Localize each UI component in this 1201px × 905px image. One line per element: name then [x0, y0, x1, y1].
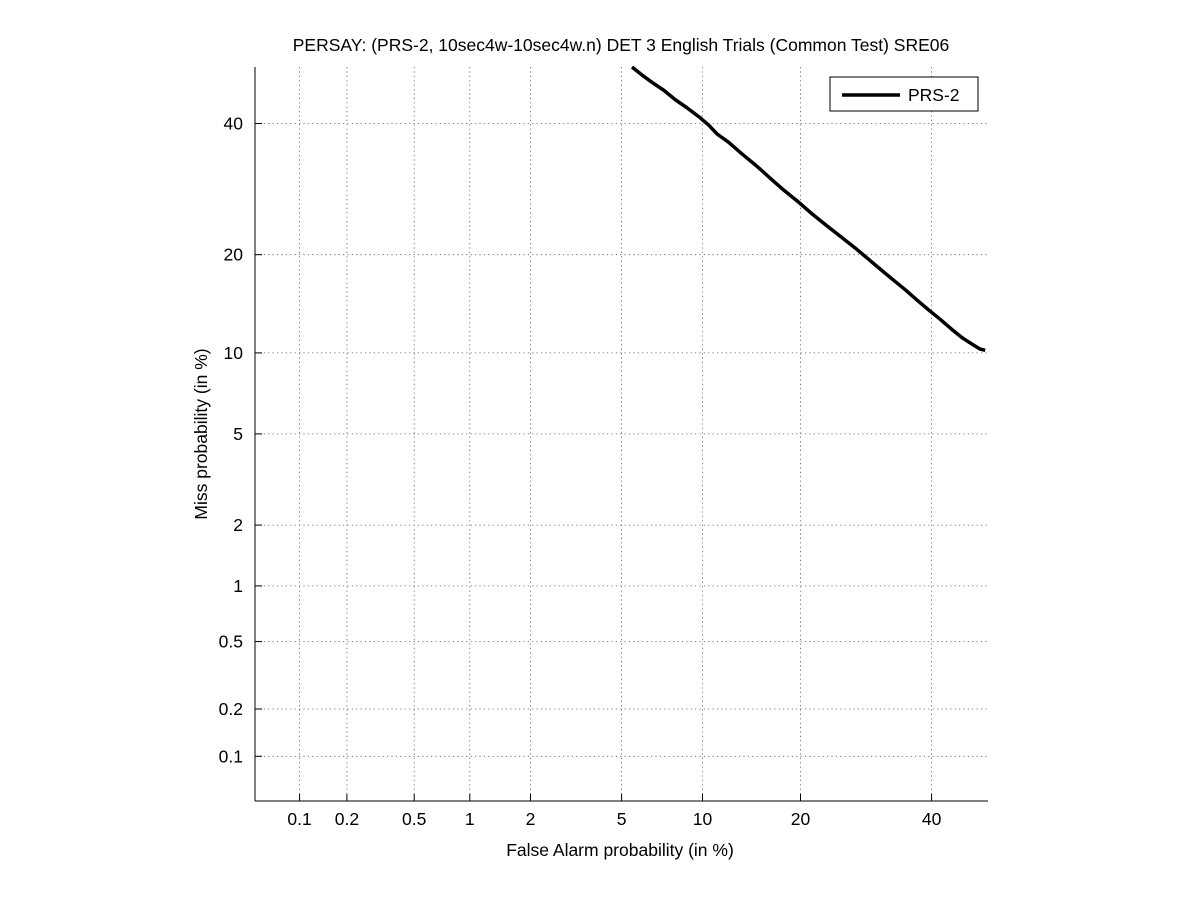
series-line-PRS-2: [630, 65, 986, 353]
x-tick-label: 10: [693, 809, 713, 829]
chart-title: PERSAY: (PRS-2, 10sec4w-10sec4w.n) DET 3…: [293, 35, 950, 55]
series-layer: [630, 65, 986, 353]
y-tick-label: 10: [224, 343, 244, 363]
x-axis-ticks: 0.1 0.2 0.5 1 2 5 10 20 40: [287, 794, 942, 829]
y-tick-label: 0.1: [219, 746, 243, 766]
y-tick-label: 2: [233, 515, 243, 535]
grid: [255, 67, 988, 801]
y-tick-label: 0.5: [219, 632, 243, 652]
y-axis-ticks: 0.1 0.2 0.5 1 2 5 10 20 40: [219, 114, 262, 766]
x-tick-label: 0.5: [402, 809, 426, 829]
x-tick-label: 2: [526, 809, 536, 829]
y-axis-label: Miss probability (in %): [191, 348, 211, 519]
x-axis-label: False Alarm probability (in %): [506, 840, 734, 860]
legend-label: PRS-2: [908, 85, 960, 105]
x-tick-label: 1: [465, 809, 475, 829]
x-tick-label: 20: [791, 809, 811, 829]
x-tick-label: 0.2: [335, 809, 359, 829]
x-tick-label: 40: [922, 809, 942, 829]
y-tick-label: 0.2: [219, 699, 243, 719]
y-tick-label: 20: [224, 245, 244, 265]
x-tick-label: 5: [617, 809, 627, 829]
y-tick-label: 5: [233, 424, 243, 444]
y-tick-label: 40: [224, 114, 244, 134]
legend: PRS-2: [829, 76, 979, 112]
x-tick-label: 0.1: [287, 809, 311, 829]
y-tick-label: 1: [233, 576, 243, 596]
